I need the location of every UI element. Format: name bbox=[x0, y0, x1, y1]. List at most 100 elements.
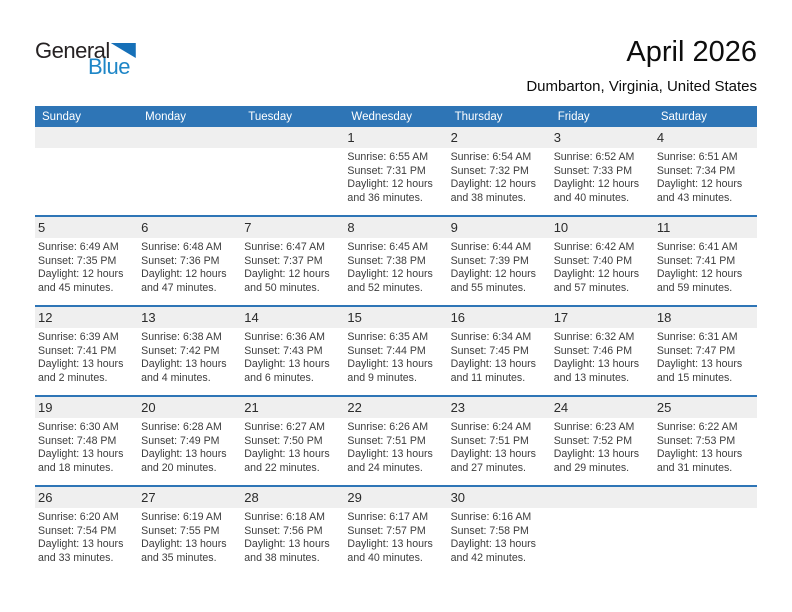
day-info-line: Sunrise: 6:55 AM bbox=[347, 151, 429, 163]
day-info-line: Sunset: 7:32 PM bbox=[450, 164, 529, 177]
day-info-line: Sunrise: 6:41 AM bbox=[656, 241, 738, 253]
day-cell bbox=[551, 508, 654, 575]
week-row: 19 20 21 22 23 24 25 Sunrise: 6:30 AM Sunset: 7:… bbox=[35, 395, 757, 485]
day-info-line: Sunset: 7:52 PM bbox=[553, 434, 633, 447]
day-info-line: Sunrise: 6:30 AM bbox=[38, 421, 119, 433]
day-info-line: Daylight: 13 hours bbox=[450, 538, 536, 551]
day-info-line: Daylight: 13 hours bbox=[38, 448, 124, 461]
day-info-line: Sunrise: 6:20 AM bbox=[38, 511, 119, 523]
day-number: 21 bbox=[244, 400, 259, 415]
day-info-line: and 35 minutes. bbox=[141, 551, 217, 564]
day-cell bbox=[654, 508, 757, 575]
page-subtitle: Dumbarton, Virginia, United States bbox=[526, 78, 757, 95]
day-info-line: Sunrise: 6:26 AM bbox=[347, 421, 429, 433]
day-info-line: Daylight: 13 hours bbox=[450, 358, 536, 371]
day-cell: Sunrise: 6:51 AM Sunset: 7:34 PM Daylight:… bbox=[654, 148, 757, 215]
weekday-header-cell: Monday bbox=[145, 110, 187, 123]
day-info-line: Daylight: 13 hours bbox=[656, 448, 743, 461]
day-info-line: and 6 minutes. bbox=[244, 371, 314, 384]
day-info-line: and 47 minutes. bbox=[141, 281, 217, 294]
day-info-line: Sunset: 7:44 PM bbox=[347, 344, 426, 357]
day-info-line: Sunset: 7:51 PM bbox=[450, 434, 529, 447]
day-info-line: Daylight: 12 hours bbox=[141, 268, 227, 281]
day-info-line: Daylight: 13 hours bbox=[38, 358, 124, 371]
day-cell bbox=[241, 148, 344, 215]
weekday-header-row: Sunday Monday Tuesday Wednesday Thursday Frid… bbox=[35, 106, 757, 127]
day-cell: Sunrise: 6:19 AM Sunset: 7:55 PM Daylight:… bbox=[138, 508, 241, 575]
day-info-line: and 40 minutes. bbox=[347, 551, 423, 564]
day-info-line: Sunrise: 6:45 AM bbox=[347, 241, 429, 253]
day-number: 20 bbox=[141, 400, 156, 415]
day-info-line: and 11 minutes. bbox=[450, 371, 526, 384]
day-info-line: Sunset: 7:58 PM bbox=[450, 524, 529, 537]
day-number: 13 bbox=[141, 310, 156, 325]
day-number: 27 bbox=[141, 490, 156, 505]
day-info-line: Sunrise: 6:27 AM bbox=[244, 421, 325, 433]
day-number: 15 bbox=[347, 310, 362, 325]
day-info-line: Sunrise: 6:39 AM bbox=[38, 331, 119, 343]
day-info-line: Sunrise: 6:49 AM bbox=[38, 241, 119, 253]
day-info-line: Sunset: 7:42 PM bbox=[141, 344, 220, 357]
day-number: 8 bbox=[347, 220, 355, 235]
day-cell: Sunrise: 6:47 AM Sunset: 7:37 PM Daylight:… bbox=[241, 238, 344, 305]
week-details: Sunrise: 6:55 AM Sunset: 7:31 PM Daylight:… bbox=[35, 148, 757, 215]
day-info-line: Sunrise: 6:48 AM bbox=[141, 241, 222, 253]
logo-text-general: General bbox=[35, 38, 110, 63]
day-cell: Sunrise: 6:31 AM Sunset: 7:47 PM Daylight:… bbox=[654, 328, 757, 395]
day-info-line: Sunset: 7:50 PM bbox=[244, 434, 323, 447]
day-number: 12 bbox=[38, 310, 53, 325]
day-number: 11 bbox=[656, 220, 671, 235]
day-info-line: and 13 minutes. bbox=[553, 371, 630, 384]
day-info-line: Sunrise: 6:54 AM bbox=[450, 151, 532, 163]
day-info-line: and 45 minutes. bbox=[38, 281, 114, 294]
day-info-line: Sunset: 7:51 PM bbox=[347, 434, 426, 447]
week-details: Sunrise: 6:30 AM Sunset: 7:48 PM Daylight:… bbox=[35, 418, 757, 485]
day-number: 9 bbox=[450, 220, 458, 235]
day-number: 24 bbox=[553, 400, 569, 415]
week-number-strip: 5 6 7 8 9 10 11 bbox=[35, 217, 757, 238]
day-info-line: Daylight: 13 hours bbox=[656, 358, 743, 371]
day-number: 1 bbox=[347, 130, 355, 145]
day-info-line: Sunrise: 6:44 AM bbox=[450, 241, 532, 253]
day-info-line: Sunset: 7:47 PM bbox=[656, 344, 736, 357]
day-cell: Sunrise: 6:49 AM Sunset: 7:35 PM Daylight:… bbox=[35, 238, 138, 305]
week-details: Sunrise: 6:20 AM Sunset: 7:54 PM Daylight:… bbox=[35, 508, 757, 575]
day-info-line: Daylight: 13 hours bbox=[141, 538, 227, 551]
week-number-strip: 1 2 3 4 bbox=[35, 127, 757, 148]
day-info-line: Sunset: 7:37 PM bbox=[244, 254, 323, 267]
day-info-line: Sunset: 7:54 PM bbox=[38, 524, 117, 537]
page-title: April 2026 bbox=[626, 36, 757, 68]
weekday-header-cell: Thursday bbox=[454, 110, 503, 123]
weekday-header-cell: Sunday bbox=[42, 110, 82, 123]
day-info-line: Sunrise: 6:42 AM bbox=[553, 241, 635, 253]
day-info-line: Sunset: 7:45 PM bbox=[450, 344, 529, 357]
week-row: 26 27 28 29 30 Sunrise: 6:20 AM Sunset: 7:54 P… bbox=[35, 485, 757, 575]
day-number: 18 bbox=[656, 310, 672, 325]
month-calendar: Sunday Monday Tuesday Wednesday Thursday Frid… bbox=[35, 106, 757, 575]
day-number: 6 bbox=[141, 220, 149, 235]
day-cell: Sunrise: 6:36 AM Sunset: 7:43 PM Daylight:… bbox=[241, 328, 344, 395]
day-info-line: Daylight: 13 hours bbox=[450, 448, 536, 461]
week-row: 12 13 14 15 16 17 18 Sunrise: 6:39 AM Sunset: 7:… bbox=[35, 305, 757, 395]
day-info-line: Daylight: 13 hours bbox=[553, 358, 640, 371]
day-info-line: Daylight: 13 hours bbox=[347, 448, 433, 461]
day-number: 17 bbox=[553, 310, 569, 325]
day-info-line: Daylight: 13 hours bbox=[553, 448, 640, 461]
day-info-line: and 4 minutes. bbox=[141, 371, 211, 384]
day-number: 23 bbox=[450, 400, 466, 415]
day-cell: Sunrise: 6:45 AM Sunset: 7:38 PM Daylight:… bbox=[344, 238, 447, 305]
day-info-line: Sunset: 7:57 PM bbox=[347, 524, 426, 537]
week-details: Sunrise: 6:39 AM Sunset: 7:41 PM Daylight:… bbox=[35, 328, 757, 395]
day-info-line: Sunset: 7:46 PM bbox=[553, 344, 633, 357]
day-info-line: Sunset: 7:43 PM bbox=[244, 344, 323, 357]
day-info-line: and 43 minutes. bbox=[656, 191, 733, 204]
day-info-line: and 50 minutes. bbox=[244, 281, 320, 294]
day-cell: Sunrise: 6:27 AM Sunset: 7:50 PM Daylight:… bbox=[241, 418, 344, 485]
day-cell: Sunrise: 6:30 AM Sunset: 7:48 PM Daylight:… bbox=[35, 418, 138, 485]
day-cell: Sunrise: 6:34 AM Sunset: 7:45 PM Daylight:… bbox=[448, 328, 551, 395]
day-info-line: Sunrise: 6:16 AM bbox=[450, 511, 532, 523]
day-info-line: Daylight: 12 hours bbox=[450, 268, 536, 281]
day-info-line: Daylight: 12 hours bbox=[656, 178, 743, 191]
day-info-line: and 40 minutes. bbox=[553, 191, 630, 204]
day-info-line: Sunrise: 6:23 AM bbox=[553, 421, 635, 433]
